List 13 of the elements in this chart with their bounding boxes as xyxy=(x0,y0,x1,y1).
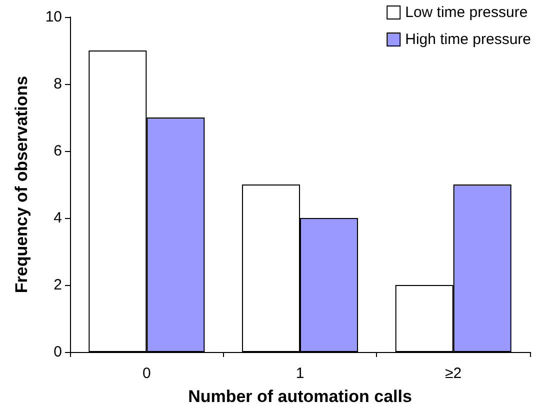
y-axis-title: Frequency of observations xyxy=(12,76,31,294)
y-tick-label: 2 xyxy=(54,276,62,294)
y-tick-label: 0 xyxy=(54,344,62,360)
legend-label: Low time pressure xyxy=(405,4,528,21)
x-tick-label: 0 xyxy=(142,365,151,382)
y-tick-label: 10 xyxy=(45,8,62,26)
x-axis-title: Number of automation calls xyxy=(188,387,412,406)
y-tick-label: 6 xyxy=(54,142,62,160)
x-tick-label: 1 xyxy=(296,365,304,382)
y-tick-label: 4 xyxy=(54,210,62,226)
y-tick-label: 8 xyxy=(54,76,62,92)
x-tick-label: ≥2 xyxy=(445,365,462,382)
legend-label: High time pressure xyxy=(405,31,532,48)
